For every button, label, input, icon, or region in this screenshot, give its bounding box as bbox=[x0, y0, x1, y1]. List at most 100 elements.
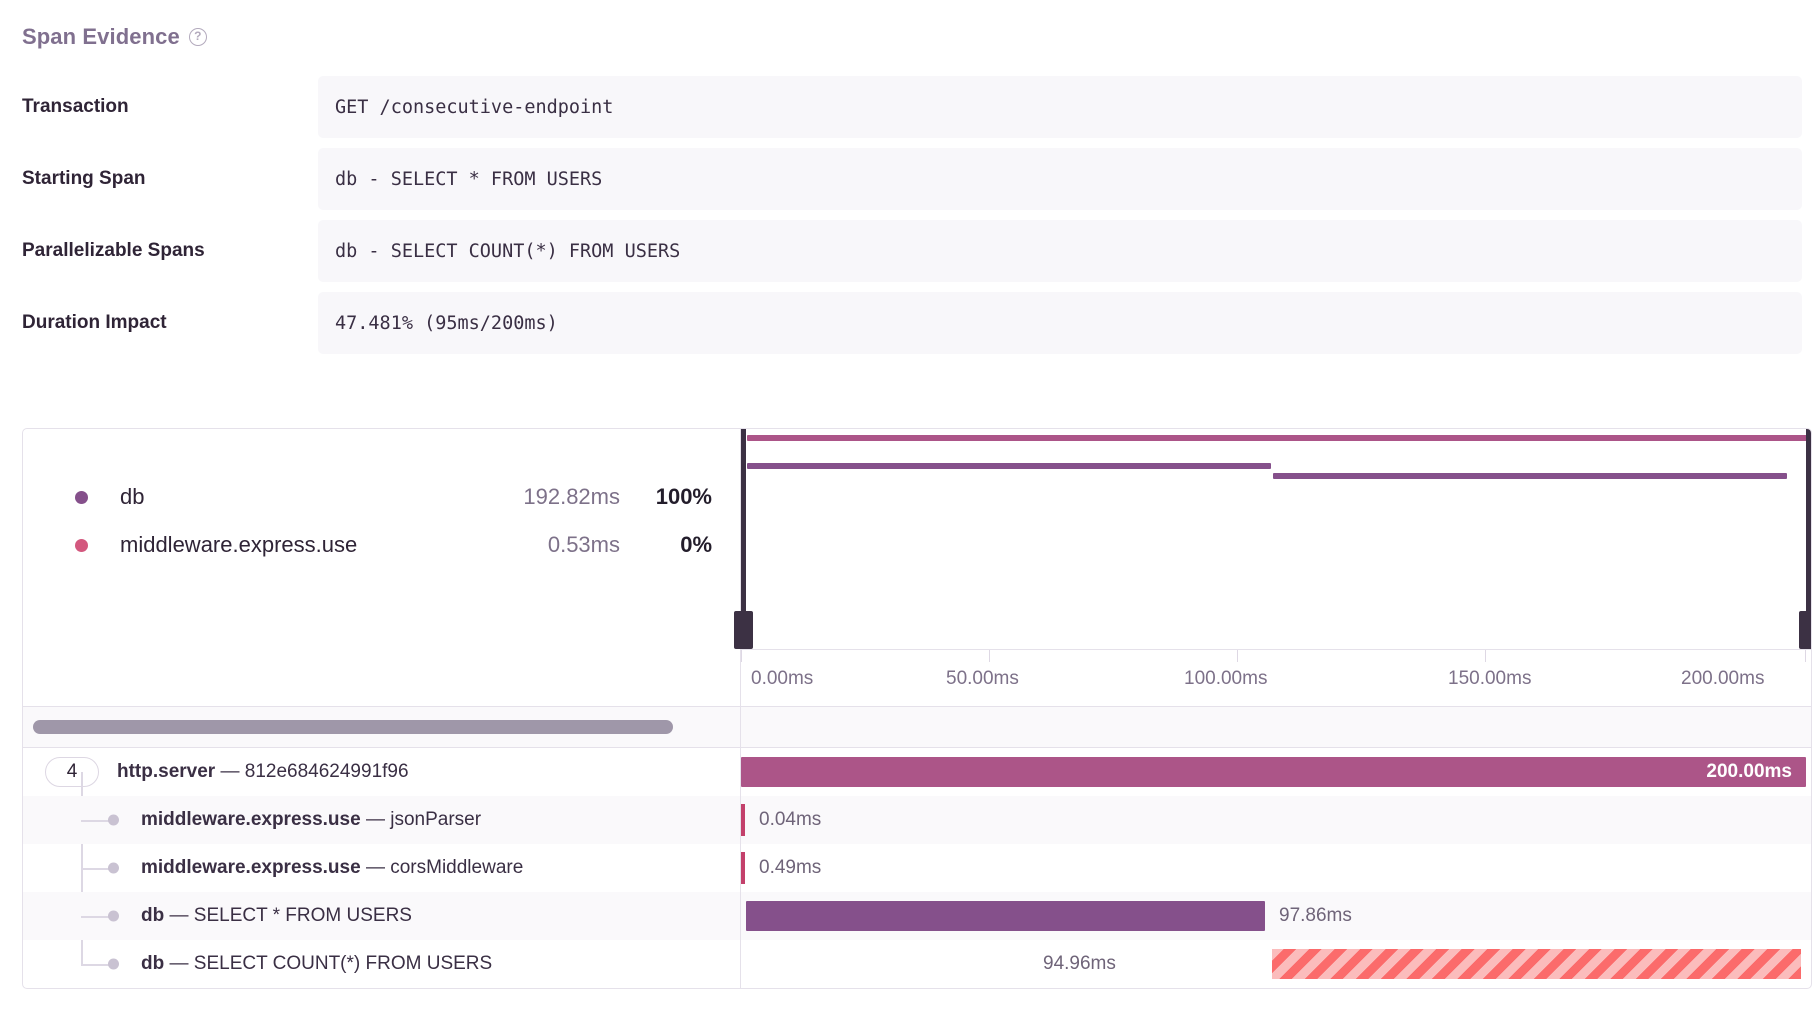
axis-tick-label: 200.00ms bbox=[1681, 668, 1765, 689]
span-row-http-server[interactable]: 4 http.server — 812e684624991f96 200.00m… bbox=[23, 748, 1811, 964]
minimap-grip-right[interactable] bbox=[1799, 611, 1811, 649]
evidence-value: db - SELECT * FROM USERS bbox=[318, 148, 1802, 210]
tree-node-dot bbox=[108, 862, 119, 874]
horizontal-scrollbar-row bbox=[23, 706, 1811, 747]
span-child-count-badge[interactable]: 4 bbox=[45, 757, 99, 787]
tree-connector-horizontal bbox=[81, 916, 109, 918]
axis-tick-label: 100.00ms bbox=[1184, 668, 1268, 689]
span-duration-label: 200.00ms bbox=[1706, 761, 1792, 782]
evidence-value: 47.481% (95ms/200ms) bbox=[318, 292, 1802, 354]
axis-tick bbox=[1805, 650, 1806, 662]
span-description: SELECT COUNT(*) FROM USERS bbox=[193, 953, 493, 974]
tree-connector-horizontal bbox=[81, 964, 109, 966]
axis-tick bbox=[1237, 650, 1238, 662]
minimap-graph[interactable]: 0.00ms 50.00ms 100.00ms 150.00ms 200.00m… bbox=[734, 429, 1811, 707]
span-row-middleware-jsonparser[interactable]: middleware.express.use — jsonParser 0.04… bbox=[23, 796, 1811, 844]
axis-tick bbox=[1485, 650, 1486, 662]
span-label[interactable]: 4 http.server — 812e684624991f96 bbox=[23, 748, 741, 964]
span-bar-problem[interactable] bbox=[1272, 949, 1801, 979]
legend-item-percent: 0% bbox=[680, 532, 712, 557]
axis-tick-label: 50.00ms bbox=[946, 668, 1019, 689]
evidence-label: Parallelizable Spans bbox=[22, 240, 205, 261]
span-duration-label: 0.04ms bbox=[759, 809, 822, 830]
span-op: db bbox=[141, 905, 165, 926]
minimap-grip-left[interactable] bbox=[734, 611, 753, 649]
span-evidence-header: Span Evidence ? bbox=[0, 0, 1820, 50]
evidence-row-starting-span: Starting Span db - SELECT * FROM USERS bbox=[0, 148, 1812, 210]
evidence-label: Transaction bbox=[22, 96, 129, 117]
span-label[interactable]: db — SELECT COUNT(*) FROM USERS bbox=[23, 940, 741, 988]
span-separator: — bbox=[164, 953, 194, 974]
evidence-row-parallelizable-spans: Parallelizable Spans db - SELECT COUNT(*… bbox=[0, 220, 1812, 282]
span-duration-label: 0.49ms bbox=[759, 857, 822, 878]
legend-item-label: db bbox=[120, 484, 145, 509]
minimap-bar-db-1 bbox=[747, 463, 1271, 469]
span-op: db bbox=[141, 953, 165, 974]
span-bar-track[interactable]: 200.00ms bbox=[741, 748, 1811, 796]
span-row-middleware-corsmiddleware[interactable]: middleware.express.use — corsMiddleware … bbox=[23, 844, 1811, 892]
axis-tick bbox=[989, 650, 990, 662]
axis-tick-label: 0.00ms bbox=[751, 668, 814, 689]
minimap-bar-http-server bbox=[747, 435, 1811, 441]
span-description: jsonParser bbox=[390, 809, 482, 830]
evidence-value: db - SELECT COUNT(*) FROM USERS bbox=[318, 220, 1802, 282]
span-label[interactable]: middleware.express.use — corsMiddleware bbox=[23, 844, 741, 892]
span-op: http.server bbox=[117, 761, 216, 782]
span-bar-track[interactable]: 0.04ms bbox=[741, 796, 1811, 844]
span-op: middleware.express.use bbox=[141, 857, 361, 878]
scrollbar-thumb[interactable] bbox=[33, 720, 673, 734]
legend-item-db[interactable]: db 192.82ms 100% bbox=[23, 473, 740, 521]
span-row-db-select-star[interactable]: db — SELECT * FROM USERS 97.86ms bbox=[23, 892, 1811, 940]
span-op: middleware.express.use bbox=[141, 809, 361, 830]
tree-connector-horizontal bbox=[81, 868, 109, 870]
minimap-axis: 0.00ms 50.00ms 100.00ms 150.00ms 200.00m… bbox=[741, 649, 1811, 707]
minimap-bar-db-2 bbox=[1273, 473, 1787, 479]
legend-item-percent: 100% bbox=[655, 484, 712, 509]
question-circle-icon[interactable]: ? bbox=[188, 28, 207, 46]
span-bar-track[interactable]: 97.86ms bbox=[741, 892, 1811, 940]
span-duration-label: 97.86ms bbox=[1279, 905, 1352, 926]
span-bar[interactable] bbox=[746, 901, 1265, 931]
scrollbar-track[interactable] bbox=[23, 707, 741, 747]
span-separator: — bbox=[360, 857, 391, 878]
span-bar[interactable] bbox=[741, 804, 745, 836]
axis-tick bbox=[741, 650, 742, 662]
span-label[interactable]: db — SELECT * FROM USERS bbox=[23, 892, 741, 940]
span-waterfall-panel: db 192.82ms 100% middleware.express.use … bbox=[22, 428, 1812, 989]
evidence-label: Starting Span bbox=[22, 168, 146, 189]
legend-color-dot bbox=[75, 490, 88, 504]
legend-item-middleware-express-use[interactable]: middleware.express.use 0.53ms 0% bbox=[23, 521, 740, 569]
minimap-bars bbox=[741, 429, 1811, 649]
span-bar[interactable]: 200.00ms bbox=[741, 757, 1806, 787]
span-row-db-select-count[interactable]: db — SELECT COUNT(*) FROM USERS 94.96ms bbox=[23, 940, 1811, 988]
legend-item-duration: 0.53ms bbox=[547, 532, 620, 557]
minimap-handle-left[interactable] bbox=[741, 429, 746, 649]
span-bar-track[interactable]: 94.96ms bbox=[741, 940, 1811, 988]
evidence-row-duration-impact: Duration Impact 47.481% (95ms/200ms) bbox=[0, 292, 1812, 354]
legend-color-dot bbox=[75, 538, 88, 552]
scrollbar-spacer bbox=[741, 707, 1811, 747]
legend-item-label: middleware.express.use bbox=[120, 532, 358, 557]
legend-item-duration: 192.82ms bbox=[523, 484, 620, 509]
span-description: corsMiddleware bbox=[390, 857, 524, 878]
span-bar-track[interactable]: 0.49ms bbox=[741, 844, 1811, 892]
tree-node-dot bbox=[108, 958, 119, 970]
minimap-handle-right[interactable] bbox=[1806, 429, 1811, 649]
span-description: SELECT * FROM USERS bbox=[193, 905, 412, 926]
span-duration-label: 94.96ms bbox=[1043, 953, 1116, 974]
axis-tick-label: 150.00ms bbox=[1448, 668, 1532, 689]
span-description: 812e684624991f96 bbox=[244, 761, 409, 782]
span-separator: — bbox=[360, 809, 391, 830]
span-separator: — bbox=[215, 761, 245, 782]
evidence-label: Duration Impact bbox=[22, 312, 167, 333]
span-bar[interactable] bbox=[741, 852, 745, 884]
evidence-table: Transaction GET /consecutive-endpoint St… bbox=[0, 76, 1820, 354]
span-separator: — bbox=[164, 905, 194, 926]
evidence-value: GET /consecutive-endpoint bbox=[318, 76, 1802, 138]
page-title: Span Evidence bbox=[22, 24, 180, 49]
span-label[interactable]: middleware.express.use — jsonParser bbox=[23, 796, 741, 844]
minimap: db 192.82ms 100% middleware.express.use … bbox=[23, 429, 1811, 706]
tree-connector-horizontal bbox=[81, 820, 109, 822]
evidence-row-transaction: Transaction GET /consecutive-endpoint bbox=[0, 76, 1812, 138]
tree-node-dot bbox=[108, 814, 119, 826]
